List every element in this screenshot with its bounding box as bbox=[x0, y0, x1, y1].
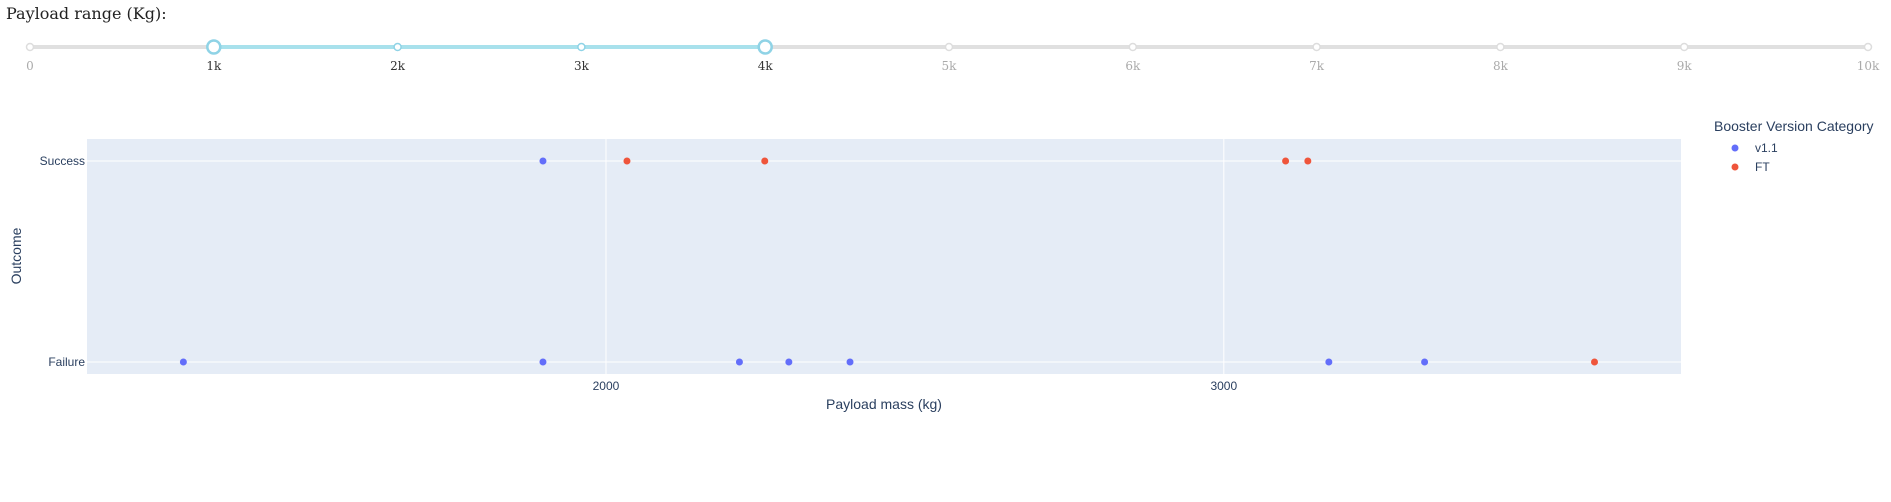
slider-mark-dot[interactable] bbox=[1128, 42, 1138, 52]
slider-mark-label: 8k bbox=[1493, 59, 1509, 73]
grid bbox=[87, 139, 1681, 374]
slider-handle-max[interactable] bbox=[757, 39, 773, 55]
slider-mark-label: 2k bbox=[390, 59, 406, 73]
legend: Booster Version Category v1.1 FT bbox=[1714, 118, 1874, 174]
point-ft[interactable] bbox=[1282, 157, 1290, 165]
slider-label: Payload range (Kg): bbox=[6, 4, 167, 23]
point-v1-1[interactable] bbox=[735, 358, 743, 366]
x-axis-ticks: 2000 3000 bbox=[593, 379, 1238, 393]
slider-mark-dot[interactable] bbox=[577, 42, 586, 52]
point-v1-1[interactable] bbox=[785, 358, 793, 366]
legend-item-label[interactable]: v1.1 bbox=[1755, 141, 1778, 155]
slider-mark-dot[interactable] bbox=[25, 42, 35, 52]
point-ft[interactable] bbox=[623, 157, 631, 165]
point-ft[interactable] bbox=[1304, 157, 1312, 165]
slider-mark-label: 10k bbox=[1857, 59, 1880, 73]
slider-mark-label: 5k bbox=[942, 59, 958, 73]
data-points bbox=[179, 157, 1599, 366]
slider-mark-dot[interactable] bbox=[944, 42, 954, 52]
slider-mark-label: 7k bbox=[1309, 59, 1325, 73]
slider-mark-label: 0 bbox=[26, 59, 34, 73]
x-axis-label: Payload mass (kg) bbox=[826, 396, 942, 412]
plot-background bbox=[87, 139, 1681, 374]
slider-mark-dot[interactable] bbox=[1679, 42, 1689, 52]
y-tick-label: Failure bbox=[48, 355, 85, 369]
payload-range-slider[interactable]: 0 1k 2k 3k 4k 5k 6k 7k 8k 9k 10k bbox=[0, 20, 1891, 100]
y-tick-label: Success bbox=[40, 154, 85, 168]
point-v1-1[interactable] bbox=[179, 358, 187, 366]
point-v1-1[interactable] bbox=[846, 358, 854, 366]
slider-mark-label: 3k bbox=[574, 59, 590, 73]
point-v1-1[interactable] bbox=[539, 358, 547, 366]
y-axis-ticks: Failure Success bbox=[40, 154, 86, 369]
legend-marker[interactable] bbox=[1731, 163, 1739, 171]
point-v1-1[interactable] bbox=[539, 157, 547, 165]
slider-handle-min[interactable] bbox=[206, 39, 222, 55]
slider-mark-label: 6k bbox=[1125, 59, 1141, 73]
slider-mark-label: 9k bbox=[1677, 59, 1693, 73]
x-tick-label: 3000 bbox=[1210, 379, 1237, 393]
slider-mark-dot[interactable] bbox=[393, 42, 402, 52]
point-v1-1[interactable] bbox=[1325, 358, 1333, 366]
x-tick-label: 2000 bbox=[593, 379, 620, 393]
legend-marker[interactable] bbox=[1731, 144, 1739, 152]
point-ft[interactable] bbox=[761, 157, 769, 165]
y-axis-label: Outcome bbox=[8, 227, 24, 284]
scatter-chart: Failure Success 2000 3000 Payload mass (kg… bbox=[8, 118, 1874, 412]
legend-item-label[interactable]: FT bbox=[1755, 160, 1770, 174]
slider-mark-label: 1k bbox=[206, 59, 222, 73]
slider-mark-dot[interactable] bbox=[1863, 42, 1873, 52]
slider-mark-dot[interactable] bbox=[1312, 42, 1321, 52]
legend-title: Booster Version Category bbox=[1714, 118, 1874, 134]
point-ft[interactable] bbox=[1591, 358, 1599, 366]
slider-mark-dot[interactable] bbox=[1496, 42, 1505, 52]
point-v1-1[interactable] bbox=[1421, 358, 1429, 366]
slider-mark-label: 4k bbox=[758, 59, 774, 73]
